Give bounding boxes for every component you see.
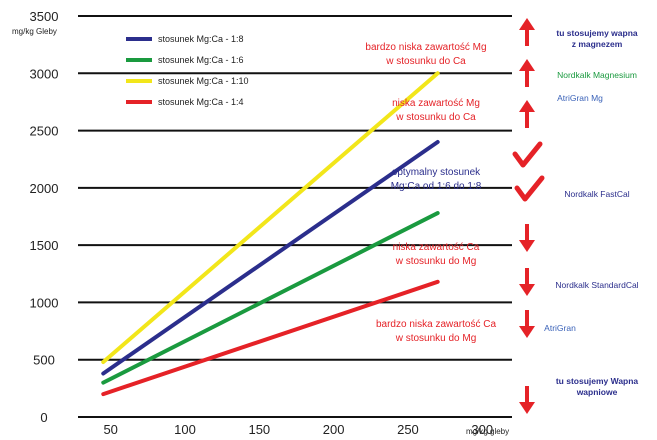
annotation-text: niska zawartość Ca: [393, 242, 480, 253]
series-line: [101, 211, 440, 385]
side-label: Nordkalk Magnesium: [557, 70, 637, 80]
annotation-text: bardzo niska zawartość Mg: [365, 42, 486, 53]
x-tick-label: 250: [397, 422, 419, 437]
annotations: bardzo niska zawartość Mg w stosunku do C…: [365, 42, 496, 344]
checkmark-icon: [512, 141, 543, 168]
down-arrow-icon: [519, 224, 535, 252]
series-line: [101, 140, 440, 376]
x-tick-label: 300: [471, 422, 493, 437]
y-tick-label: 0: [40, 410, 47, 425]
annotation-text: optymalny stosunek: [392, 167, 481, 178]
up-arrow-icon: [519, 59, 535, 87]
y-unit-label: mg/kg Gleby: [12, 27, 57, 36]
checkmark-icon: [514, 175, 545, 202]
arrow-head: [519, 100, 535, 112]
y-tick-label: 1000: [30, 295, 59, 310]
y-tick-label: 500: [33, 353, 55, 368]
up-arrow-icon: [519, 100, 535, 128]
down-arrow-icon: [519, 386, 535, 414]
annotation-text: w stosunku do Ca: [385, 56, 466, 67]
annotation-text: w stosunku do Mg: [395, 333, 477, 344]
side-label: AtriGran Mg: [557, 93, 603, 103]
side-label: Nordkalk StandardCal: [555, 280, 638, 290]
side-label: z magnezem: [572, 39, 623, 49]
x-tick-label: 200: [323, 422, 345, 437]
annotation-text: Mg:Ca od 1:6 do 1:8: [391, 181, 482, 192]
down-arrow-icon: [519, 310, 535, 338]
y-ticks: 0 500 1000 1500 2000 2500 3000 3500: [30, 9, 59, 425]
legend-label: stosunek Mg:Ca - 1:10: [158, 76, 249, 86]
series-line: [101, 279, 440, 397]
side-label: tu stosujemy Wapna: [556, 376, 639, 386]
grid: [78, 15, 512, 418]
x-tick-label: 50: [103, 422, 117, 437]
up-arrow-icon: [519, 18, 535, 46]
legend-label: stosunek Mg:Ca - 1:6: [158, 55, 244, 65]
y-tick-label: 2500: [30, 124, 59, 139]
x-ticks: 50 100 150 200 250 300: [103, 422, 493, 437]
arrow-head: [519, 240, 535, 252]
side-label: wapniowe: [576, 387, 618, 397]
arrow-head: [519, 59, 535, 71]
arrow-head: [519, 18, 535, 30]
annotation-text: w stosunku do Ca: [395, 112, 476, 123]
arrow-head: [519, 326, 535, 338]
x-tick-label: 150: [248, 422, 270, 437]
annotation-text: niska zawartość Mg: [392, 98, 480, 109]
side-label: tu stosujemy wapna: [556, 28, 638, 38]
side-label: Nordkalk FastCal: [564, 189, 629, 199]
arrow-head: [519, 284, 535, 296]
y-tick-label: 2000: [30, 181, 59, 196]
y-tick-label: 1500: [30, 238, 59, 253]
side-label: AtriGran: [544, 323, 576, 333]
y-tick-label: 3500: [30, 9, 59, 24]
y-tick-label: 3000: [30, 66, 59, 81]
series-line: [101, 71, 440, 365]
markers: [512, 18, 545, 414]
legend: stosunek Mg:Ca - 1:8 stosunek Mg:Ca - 1:6…: [126, 34, 249, 107]
annotation-text: bardzo niska zawartość Ca: [376, 319, 496, 330]
x-unit-label: mg/kg gleby: [466, 427, 509, 436]
annotation-text: w stosunku do Mg: [395, 256, 477, 267]
series-lines: [101, 71, 440, 397]
arrow-head: [519, 402, 535, 414]
down-arrow-icon: [519, 268, 535, 296]
x-tick-label: 100: [174, 422, 196, 437]
legend-label: stosunek Mg:Ca - 1:8: [158, 34, 244, 44]
legend-label: stosunek Mg:Ca - 1:4: [158, 97, 244, 107]
